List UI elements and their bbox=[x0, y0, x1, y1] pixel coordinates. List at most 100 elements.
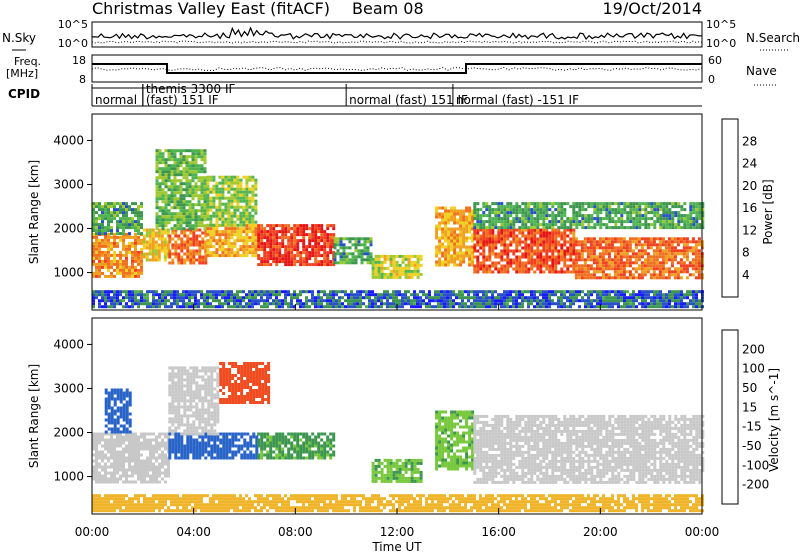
data-cell bbox=[218, 223, 222, 227]
data-cell bbox=[435, 260, 439, 264]
data-cell bbox=[557, 211, 561, 215]
data-cell bbox=[509, 305, 512, 309]
data-cell bbox=[662, 205, 666, 209]
data-cell bbox=[613, 276, 617, 280]
data-cell bbox=[134, 226, 137, 230]
data-cell bbox=[605, 302, 608, 306]
data-cell bbox=[655, 237, 659, 241]
data-cell bbox=[689, 217, 693, 221]
data-cell bbox=[134, 441, 137, 445]
data-cell bbox=[164, 206, 168, 210]
data-cell bbox=[137, 471, 140, 475]
data-cell bbox=[119, 265, 122, 269]
data-cell bbox=[176, 158, 180, 162]
data-cell bbox=[625, 252, 629, 256]
data-cell bbox=[586, 264, 590, 268]
data-cell bbox=[401, 254, 405, 258]
data-cell bbox=[188, 185, 192, 189]
data-cell bbox=[676, 252, 680, 256]
data-cell bbox=[134, 274, 137, 278]
data-cell bbox=[447, 251, 451, 255]
data-cell bbox=[239, 245, 243, 249]
data-cell bbox=[563, 223, 567, 227]
data-cell bbox=[395, 290, 398, 294]
data-cell bbox=[377, 299, 380, 303]
data-cell bbox=[518, 237, 522, 241]
data-cell bbox=[161, 465, 164, 469]
data-cell bbox=[438, 242, 442, 246]
data-cell bbox=[625, 255, 629, 259]
data-cell bbox=[137, 226, 140, 230]
data-cell bbox=[659, 296, 662, 300]
data-cell bbox=[353, 305, 356, 309]
data-cell bbox=[107, 471, 110, 475]
data-cell bbox=[245, 187, 249, 191]
data-cell bbox=[607, 267, 611, 271]
data-cell bbox=[471, 209, 475, 213]
data-cell bbox=[614, 223, 618, 227]
data-cell bbox=[635, 296, 638, 300]
data-cell bbox=[323, 239, 327, 243]
data-cell bbox=[458, 293, 461, 297]
data-cell bbox=[530, 293, 533, 297]
data-cell bbox=[134, 453, 137, 457]
data-cell bbox=[383, 293, 386, 297]
data-cell bbox=[580, 252, 584, 256]
data-cell bbox=[683, 217, 687, 221]
data-cell bbox=[167, 152, 171, 156]
data-cell bbox=[157, 231, 161, 235]
data-cell bbox=[194, 212, 198, 216]
data-cell bbox=[116, 211, 119, 215]
data-cell bbox=[92, 290, 95, 294]
data-cell bbox=[278, 248, 282, 252]
data-cell bbox=[278, 245, 282, 249]
data-cell bbox=[182, 161, 186, 165]
data-cell bbox=[623, 293, 626, 297]
data-cell bbox=[350, 305, 353, 309]
data-cell bbox=[131, 296, 134, 300]
data-cell bbox=[530, 240, 534, 244]
data-cell bbox=[140, 217, 143, 221]
data-cell bbox=[203, 167, 207, 171]
data-cell bbox=[524, 296, 527, 300]
data-cell bbox=[527, 249, 531, 253]
data-cell bbox=[656, 220, 660, 224]
data-cell bbox=[604, 252, 608, 256]
data-cell bbox=[658, 273, 662, 277]
data-cell bbox=[695, 208, 699, 212]
data-cell bbox=[601, 270, 605, 274]
data-cell bbox=[641, 290, 644, 294]
data-cell bbox=[450, 209, 454, 213]
data-cell bbox=[188, 224, 192, 228]
data-cell bbox=[323, 248, 327, 252]
data-cell bbox=[203, 299, 206, 303]
data-cell bbox=[650, 290, 653, 294]
noise-panel-frame bbox=[91, 21, 703, 48]
data-cell bbox=[584, 220, 588, 224]
data-cell bbox=[278, 293, 281, 297]
data-cell bbox=[572, 264, 576, 268]
data-cell bbox=[194, 170, 198, 174]
data-cell bbox=[125, 471, 128, 475]
data-cell bbox=[566, 246, 570, 250]
data-cell bbox=[628, 270, 632, 274]
data-cell bbox=[617, 208, 621, 212]
data-cell bbox=[227, 223, 231, 227]
data-cell bbox=[107, 241, 110, 245]
data-cell bbox=[176, 167, 180, 171]
data-cell bbox=[119, 220, 122, 224]
data-cell bbox=[204, 252, 208, 256]
data-cell bbox=[694, 255, 698, 259]
data-cell bbox=[670, 261, 674, 265]
data-cell bbox=[515, 302, 518, 306]
data-cell bbox=[468, 248, 472, 252]
data-cell bbox=[536, 223, 540, 227]
data-cell bbox=[640, 243, 644, 247]
data-cell bbox=[491, 243, 495, 247]
data-cell bbox=[260, 230, 264, 234]
data-cell bbox=[284, 257, 288, 261]
data-cell bbox=[545, 211, 549, 215]
data-cell bbox=[468, 215, 472, 219]
data-cell bbox=[671, 220, 675, 224]
data-cell bbox=[168, 255, 172, 259]
